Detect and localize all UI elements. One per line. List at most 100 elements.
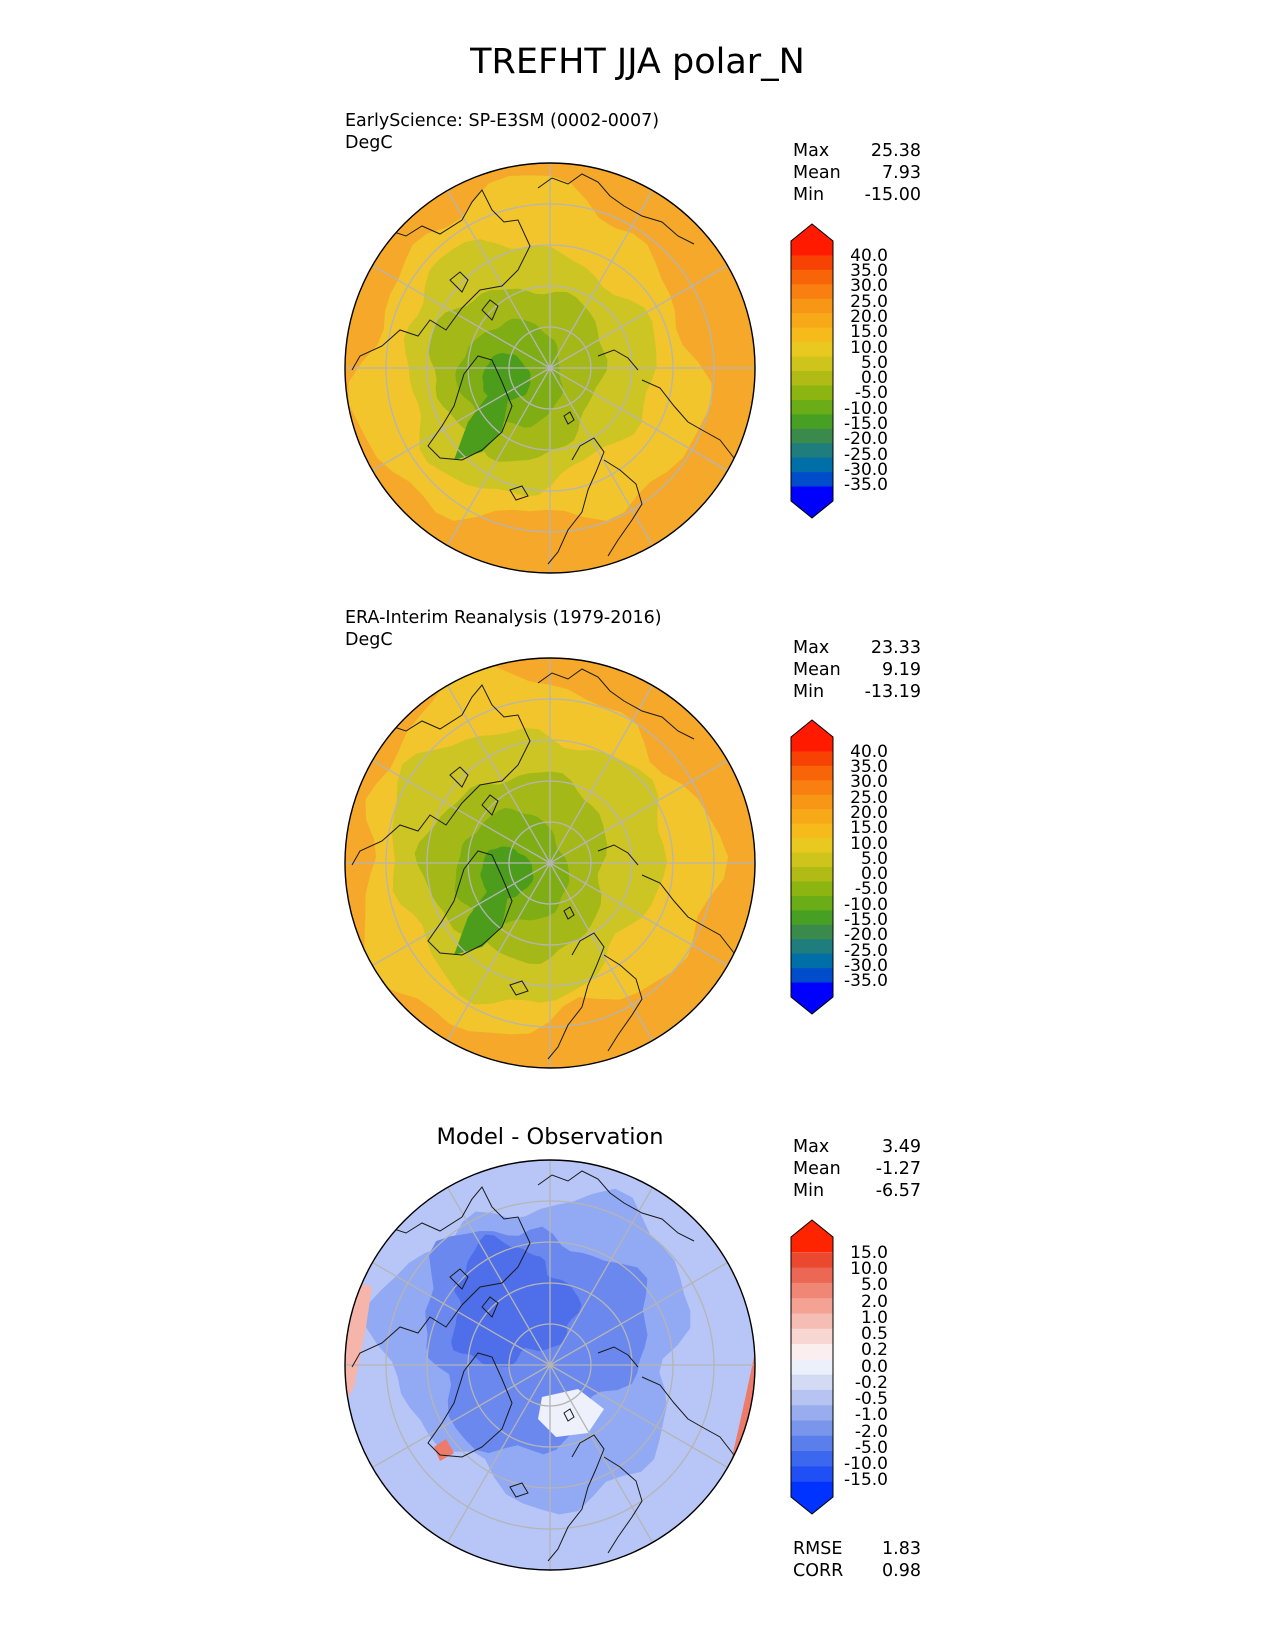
map-boundary — [344, 162, 756, 574]
coastline — [563, 906, 575, 920]
meridian-line — [446, 862, 551, 1041]
metrics-difference: RMSE 1.83 CORR 0.98 — [793, 1538, 921, 1582]
colorbar-tick-label: 15.0 — [850, 818, 888, 839]
field-band — [451, 1234, 582, 1367]
colorbar-tick-label: -5.0 — [854, 1437, 888, 1458]
colorbar-cell — [791, 838, 833, 854]
coastlines — [351, 1170, 735, 1562]
colorbar-tick-label: 5.0 — [860, 848, 888, 869]
coastline — [427, 355, 513, 461]
colorbar-tick-label: 5.0 — [860, 1275, 888, 1296]
coastline — [597, 349, 639, 371]
colorbar-cell — [791, 255, 833, 271]
colorbar-tick-label: 30.0 — [850, 772, 888, 793]
colorbar-tick-label: 0.0 — [860, 864, 888, 885]
coastline — [509, 1482, 529, 1498]
colorbar-cell — [791, 1374, 833, 1391]
colorbar-tick-label: -10.0 — [844, 1454, 888, 1474]
colorbar-tick-label: 0.5 — [860, 1324, 888, 1344]
meridian-line — [446, 367, 551, 546]
coastline — [537, 668, 695, 740]
colorbar-cell — [791, 809, 833, 825]
metric-rmse: RMSE 1.83 — [793, 1539, 921, 1559]
colorbar-tick-label: 40.0 — [850, 741, 888, 762]
colorbar-tick-label: 0.2 — [860, 1340, 888, 1361]
meridian-line — [549, 367, 728, 472]
coastline — [641, 874, 735, 954]
meridian-line — [549, 264, 728, 369]
polar-map-difference — [344, 1159, 756, 1571]
colorbar-tick-label: -20.0 — [844, 429, 888, 450]
colorbar-cell — [791, 1220, 833, 1253]
colorbar-cell — [791, 457, 833, 473]
colorbar-tick-label: 15.0 — [850, 1242, 888, 1263]
colorbar-tick-label: -35.0 — [844, 475, 888, 496]
colorbar-tick-label: 35.0 — [850, 757, 888, 778]
colorbar-cell — [791, 1481, 833, 1514]
colorbar-cell — [791, 1389, 833, 1406]
colorbar-tick-label: 40.0 — [850, 245, 888, 266]
colorbar-test — [790, 223, 834, 519]
colorbar-tick-label: -35.0 — [844, 971, 888, 992]
colorbar-reference — [790, 719, 834, 1015]
coastline — [547, 932, 605, 1060]
map-boundary — [344, 657, 756, 1069]
colorbar-cell — [791, 313, 833, 329]
colorbar-cell — [791, 1451, 833, 1467]
meridian-line — [446, 1187, 551, 1366]
coastline — [481, 794, 499, 816]
meridian-line — [549, 1364, 728, 1469]
coastline — [603, 459, 643, 557]
colorbar-cell — [791, 284, 833, 300]
colorbar-cell — [791, 356, 833, 372]
coastline — [597, 1346, 639, 1368]
field-band — [538, 1389, 604, 1437]
coastline — [427, 1352, 513, 1458]
coastline — [563, 1408, 575, 1422]
meridian-line — [549, 759, 728, 864]
colorbar-cell — [791, 342, 833, 358]
colorbar-tick-label: 10.0 — [850, 833, 888, 854]
coastline — [449, 1268, 469, 1290]
colorbar-tick-label: 2.0 — [860, 1291, 888, 1312]
colorbar-tick-label: -1.0 — [854, 1405, 888, 1426]
panel-reference-title: ERA-Interim Reanalysis (1979-2016) — [345, 608, 662, 628]
colorbar-cell — [791, 765, 833, 781]
colorbar-cell — [791, 867, 833, 882]
coastline — [603, 954, 643, 1052]
colorbar-cell — [791, 1344, 833, 1360]
panel-test-units: DegC — [345, 133, 393, 153]
coastline — [597, 844, 639, 866]
panel-reference-units: DegC — [345, 630, 393, 650]
colorbar-cell — [791, 751, 833, 767]
coastline — [641, 1376, 735, 1456]
colorbar-tick-label: -30.0 — [844, 955, 888, 976]
colorbar-tick-label: 5.0 — [860, 352, 888, 373]
colorbar-cell — [791, 895, 833, 911]
colorbar-cell — [791, 939, 833, 955]
colorbar-difference-ticks: 15.0 10.0 5.0 2.0 1.0 0.5 0.2 0.0 -0.2 -0.5 -1.0 -2… — [838, 1219, 900, 1515]
colorbar-tick-label: -10.0 — [844, 894, 888, 915]
meridian-line — [549, 190, 654, 369]
colorbar-tick-label: -30.0 — [844, 459, 888, 480]
colorbar-tick-label: 10.0 — [850, 337, 888, 358]
colorbar-tick-label: -0.5 — [854, 1389, 888, 1409]
meridian-line — [549, 1364, 654, 1543]
stats-difference: Max 3.49 Mean -1.27 Min -6.57 — [793, 1136, 921, 1202]
colorbar-tick-label: 30.0 — [850, 276, 888, 297]
colorbar-tick-label: -15.0 — [844, 414, 888, 435]
coastline — [351, 1186, 531, 1368]
coastline — [537, 173, 695, 245]
colorbar-cell — [791, 399, 833, 415]
colorbar-cell — [791, 385, 833, 401]
meridian-line — [549, 685, 654, 864]
colorbar-cell — [791, 224, 833, 256]
colorbar-tick-label: 35.0 — [850, 261, 888, 282]
colorbar-outline — [790, 223, 834, 519]
colorbar-cell — [791, 1405, 833, 1422]
colorbar-cell — [791, 1420, 833, 1437]
meridian-line — [549, 862, 654, 1041]
stat-max: Max 3.49 — [793, 1137, 921, 1157]
coastline — [509, 485, 529, 501]
colorbar-tick-label: -0.2 — [854, 1372, 888, 1393]
